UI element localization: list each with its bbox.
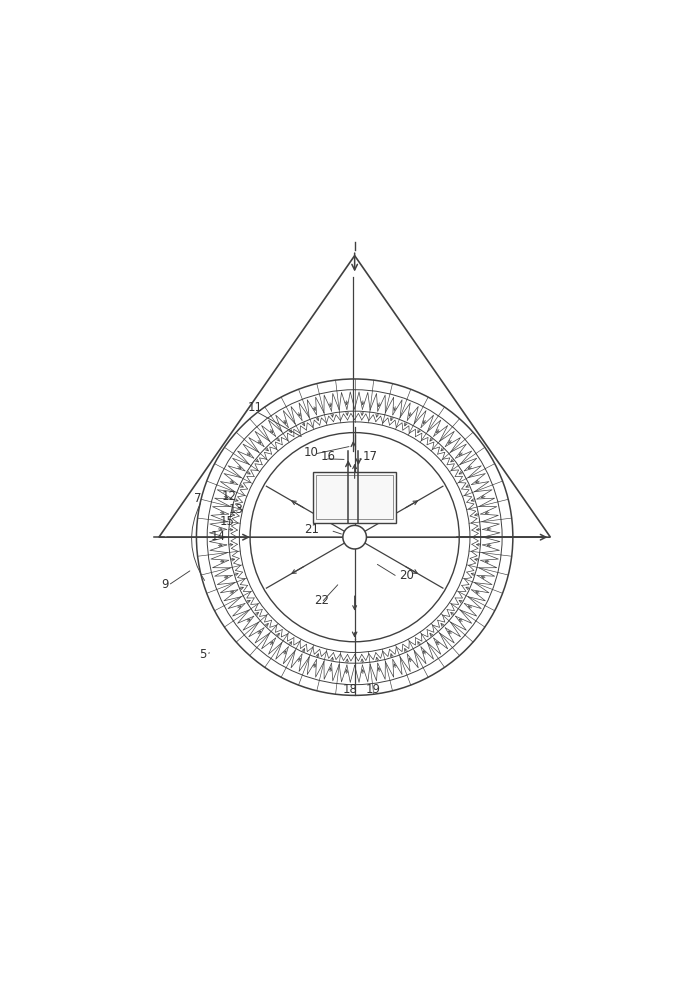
Circle shape — [343, 525, 367, 549]
Text: 17: 17 — [363, 450, 378, 463]
Text: 13: 13 — [228, 503, 244, 516]
Text: 21: 21 — [304, 523, 319, 536]
Text: 5: 5 — [199, 648, 206, 661]
Bar — [316, 475, 393, 519]
Text: 15: 15 — [219, 515, 235, 528]
Text: 7: 7 — [194, 492, 201, 505]
Text: 9: 9 — [162, 578, 169, 591]
Text: 14: 14 — [211, 530, 226, 543]
Text: 20: 20 — [399, 569, 414, 582]
Text: 19: 19 — [365, 683, 381, 696]
Bar — [313, 472, 397, 523]
Text: 16: 16 — [320, 450, 336, 463]
Text: 12: 12 — [221, 490, 237, 503]
Text: 18: 18 — [343, 683, 358, 696]
Text: 22: 22 — [314, 594, 329, 607]
Text: 11: 11 — [248, 401, 262, 414]
Text: 10: 10 — [304, 446, 318, 459]
